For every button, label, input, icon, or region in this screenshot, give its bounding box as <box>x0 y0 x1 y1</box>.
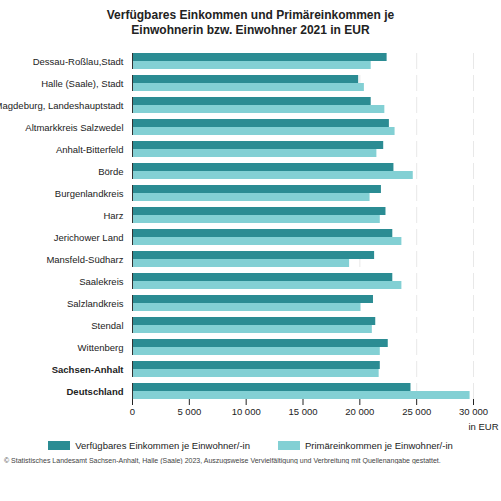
html-text:© Statistisches Landesamt Sach: © Statistisches Landesamt Sachsen-Anhalt… <box>4 457 441 464</box>
svg-text:30 000: 30 000 <box>459 406 488 417</box>
svg-text:Sachsen-Anhalt: Sachsen-Anhalt <box>52 364 125 375</box>
svg-text:Deutschland: Deutschland <box>66 386 123 397</box>
svg-text:Anhalt-Bitterfeld: Anhalt-Bitterfeld <box>56 144 124 155</box>
svg-text:Wittenberg: Wittenberg <box>78 342 124 353</box>
svg-text:Magdeburg, Landeshauptstadt: Magdeburg, Landeshauptstadt <box>0 100 124 111</box>
svg-text:Dessau-Roßlau,Stadt: Dessau-Roßlau,Stadt <box>33 56 124 67</box>
svg-text:Halle (Saale), Stadt: Halle (Saale), Stadt <box>41 78 124 89</box>
svg-text:10 000: 10 000 <box>232 406 261 417</box>
html-text:Verfügbares Einkommen je Einwo: Verfügbares Einkommen je Einwohner/-in <box>75 440 250 451</box>
svg-text:Stendal: Stendal <box>91 320 123 331</box>
html-text:Verfügbares Einkommen und Prim: Verfügbares Einkommen und Primäreinkomme… <box>106 8 395 37</box>
svg-text:Altmarkkreis Salzwedel: Altmarkkreis Salzwedel <box>25 122 123 133</box>
html-text:Primäreinkommen je Einwohner/-: Primäreinkommen je Einwohner/-in <box>305 440 453 451</box>
svg-text:Mansfeld-Südharz: Mansfeld-Südharz <box>46 254 123 265</box>
svg-text:25 000: 25 000 <box>402 406 431 417</box>
svg-text:Börde: Börde <box>98 166 123 177</box>
svg-text:Salzlandkreis: Salzlandkreis <box>67 298 124 309</box>
svg-text:Jerichower Land: Jerichower Land <box>54 232 124 243</box>
svg-text:in EUR: in EUR <box>468 421 498 432</box>
svg-text:15 000: 15 000 <box>288 406 317 417</box>
svg-text:0: 0 <box>130 406 135 417</box>
svg-text:20 000: 20 000 <box>345 406 374 417</box>
svg-text:Harz: Harz <box>103 210 123 221</box>
svg-text:Saalekreis: Saalekreis <box>79 276 124 287</box>
svg-text:Burgenlandkreis: Burgenlandkreis <box>55 188 124 199</box>
svg-text:5 000: 5 000 <box>177 406 201 417</box>
